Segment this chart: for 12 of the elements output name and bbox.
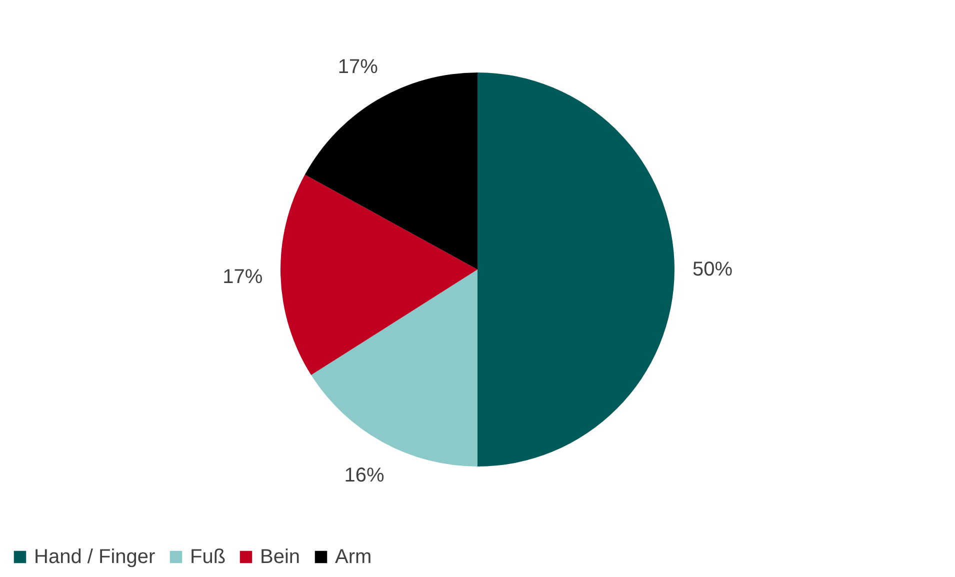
pie-slice — [311, 270, 478, 466]
data-label: 16% — [344, 464, 385, 486]
legend-label: Bein — [260, 546, 300, 568]
data-label: 17% — [222, 266, 263, 288]
legend-label: Hand / Finger — [34, 546, 156, 568]
legend-label: Fuß — [190, 546, 226, 568]
pie-slice — [478, 72, 674, 466]
legend-label: Arm — [335, 546, 372, 568]
pie-slice — [280, 174, 478, 376]
data-label: 50% — [692, 258, 733, 280]
data-label: 17% — [338, 56, 378, 78]
pie-slice — [304, 72, 478, 270]
